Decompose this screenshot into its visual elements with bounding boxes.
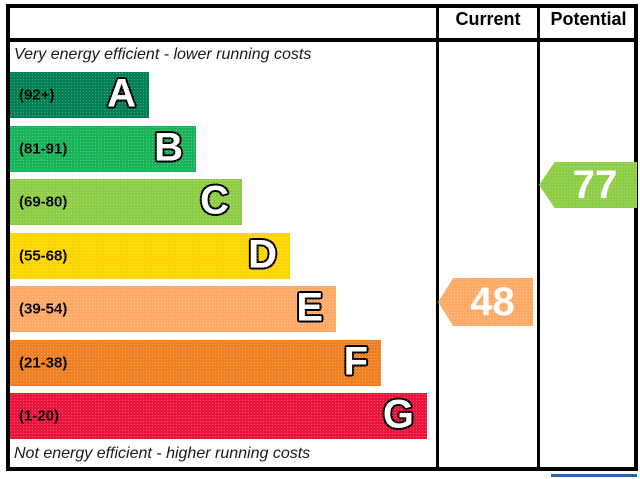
potential-rating-arrow: 77 <box>539 162 637 208</box>
band-c: (69-80) C <box>10 179 242 225</box>
band-e-range: (39-54) <box>19 300 68 318</box>
band-e: (39-54) E <box>10 286 336 332</box>
band-f-letter: F <box>343 339 368 384</box>
potential-column-divider <box>537 4 540 471</box>
bottom-caption: Not energy efficient - higher running co… <box>14 445 311 462</box>
current-column-header: Current <box>455 9 521 29</box>
current-rating-arrow: 48 <box>438 278 533 326</box>
band-b: (81-91) B <box>10 126 196 172</box>
band-b-letter: B <box>154 125 183 170</box>
band-a-letter: A <box>107 71 136 116</box>
band-g: (1-20) G <box>10 393 427 439</box>
potential-rating-value: 77 <box>572 163 618 207</box>
band-e-letter: E <box>296 285 323 330</box>
band-a-range: (92+) <box>19 86 55 104</box>
band-c-range: (69-80) <box>19 193 68 211</box>
eu-banner-edge <box>551 474 637 477</box>
current-rating-value: 48 <box>470 280 515 324</box>
band-g-letter: G <box>382 392 414 437</box>
band-c-letter: C <box>200 178 229 223</box>
top-caption: Very energy efficient - lower running co… <box>14 46 312 63</box>
current-column-divider <box>436 4 439 471</box>
epc-table-border <box>6 4 638 471</box>
band-g-range: (1-20) <box>19 407 60 425</box>
header-divider <box>6 38 638 42</box>
band-d: (55-68) D <box>10 233 290 279</box>
band-d-range: (55-68) <box>19 247 68 265</box>
band-a: (92+) A <box>10 72 149 118</box>
band-f-range: (21-38) <box>19 354 68 372</box>
potential-column-header: Potential <box>550 9 627 29</box>
band-f: (21-38) F <box>10 340 381 386</box>
band-b-range: (81-91) <box>19 140 68 158</box>
band-d-letter: D <box>248 232 277 277</box>
